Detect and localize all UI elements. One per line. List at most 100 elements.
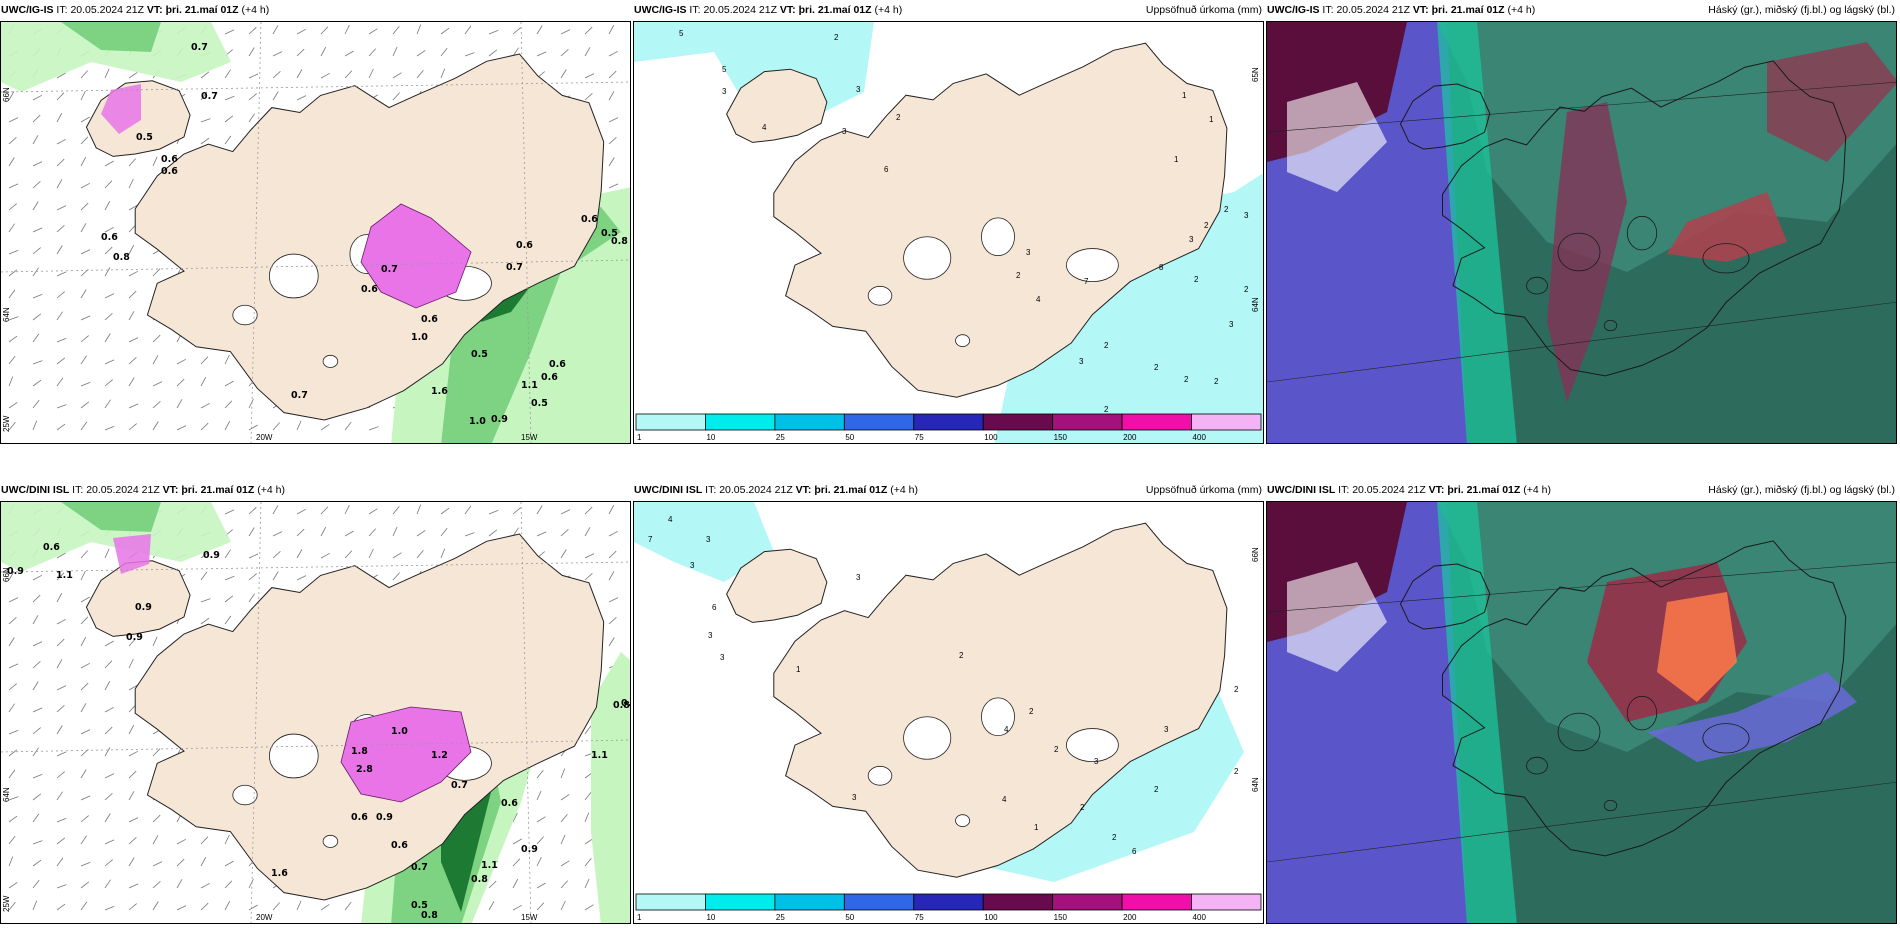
map-area[interactable] [1266,501,1897,924]
wind-barb [32,247,41,255]
panel-header: UWC/DINI ISL IT: 20.05.2024 21Z VT: þri.… [1266,480,1897,501]
value-label: 2 [1234,767,1239,776]
wind-barb [344,901,352,911]
westfjords-outline [726,548,828,623]
map-area[interactable]: 66N 64N 4 7 3 3 3 6 3 3 1 2 2 4 2 3 3 2 2 2 1 4 2 2 6 3 1 10 25 50 75 1… [633,501,1264,924]
wind-barb [128,857,135,867]
wind-barb [392,26,400,35]
wind-barb [8,402,18,409]
wind-barb [272,505,279,515]
glacier-outline [955,334,971,347]
wind-barb [584,812,590,823]
wind-barb [128,377,135,387]
wind-barb [224,834,230,845]
glacier-outline [903,236,952,280]
mid-cloud-band [1437,22,1517,443]
map-area[interactable]: 66N 64N 20W 15W 25W 0.7 0.7 0.5 0.6 0.6 0.6 0.8 0.6 0… [0,21,631,444]
value-label: 0.7 [291,390,308,401]
cloud-layers [1267,502,1896,923]
low-cloud-east [1647,672,1857,762]
value-label: 2 [1194,275,1199,284]
wind-barb [224,380,234,387]
map-area[interactable]: 65N 64N 5 2 5 3 4 3 3 2 1 1 1 2 3 2 3 3 2 4 7 8 2 2 3 2 3 2 2 2 2 6 1 10 2… [633,21,1264,444]
wind-barb [464,532,475,537]
axis-labels: 66N 64N 20W 15W 25W [2,87,538,442]
wind-barb [56,884,67,889]
value-label: 3 [722,87,727,96]
lead-time: (+4 h) [1507,4,1536,16]
wind-barb [200,598,211,603]
vt-label: VT: [1412,4,1429,16]
vt-label: VT: [162,484,179,496]
colorbar-tick-label: 200 [1123,913,1137,922]
wind-barb [248,113,255,123]
wind-barb [344,50,354,57]
panel-field-title: Uppsöfnuð úrkoma (mm) [1145,4,1262,16]
snow-patch-westfjords [113,534,151,574]
wind-barb [176,879,183,889]
latitude-label: 64N [2,787,11,802]
map-area[interactable]: 66N 64N 20W 15W 25W 0.6 0.9 1.1 0.9 0.9 0.9 0.8 1.1 1… [0,501,631,924]
value-label: 1.0 [469,416,486,427]
value-label: 0.6 [421,314,438,325]
value-label: 7 [1084,277,1089,286]
longitude-label: 20W [256,433,273,442]
value-label: 0.9 [135,602,152,613]
wind-barb [56,857,64,867]
wind-barb [128,423,137,431]
glacier-outline [1526,756,1548,775]
wind-barb [200,118,211,123]
corner-longitude-label: 25W [2,895,11,912]
wind-barb [104,180,113,189]
wind-barb [56,638,65,647]
colorbar-swatch [1121,893,1192,911]
value-label: 3 [856,85,861,94]
value-label: 0.6 [541,372,558,383]
wind-barb [608,25,615,35]
wind-barb [56,817,67,823]
wind-barb [32,379,42,387]
value-label: 3 [1229,320,1234,329]
colorbar-tick-label: 200 [1123,433,1137,442]
wind-barb [344,504,350,515]
wind-barb [128,311,135,321]
wind-barb [128,903,137,911]
wind-barb [8,663,19,669]
wind-barb [80,769,87,779]
value-label: 2 [1224,205,1229,214]
value-label: 3 [1164,725,1169,734]
lead-time: (+4 h) [874,4,903,16]
model-name: UWC/DINI ISL [1267,484,1336,496]
wind-barb [320,72,330,79]
wind-barb [104,246,113,255]
wind-barb [536,856,542,867]
panel-field-title: Háský (gr.), miðský (fj.bl.) og lágský (… [1708,4,1895,16]
wind-barb [80,729,91,735]
value-label: 0.6 [101,232,118,243]
value-label: 0.6 [501,798,518,809]
value-label: 0.5 [136,132,153,143]
valid-time: þri. 21.maí 01Z [165,4,239,16]
wind-barb [584,725,592,735]
wind-barb [416,530,426,537]
glacier-outline [1557,232,1601,272]
longitude-label: 15W [521,433,538,442]
glacier-outline [1557,712,1601,752]
value-label: 2 [896,113,901,122]
wind-barb [560,900,566,911]
model-name: UWC/DINI ISL [1,484,70,496]
lead-time: (+4 h) [890,484,918,496]
wind-barb [584,527,591,537]
graticule-line [1267,561,1896,613]
panel-header: UWC/DINI ISL IT: 20.05.2024 21Z VT: þri.… [0,480,631,501]
wind-barb [80,315,91,321]
wind-barb [608,183,619,189]
wind-barb [80,70,88,79]
colorbar-swatch [1121,413,1192,431]
value-label: 0.9 [521,844,538,855]
map-area[interactable] [1266,21,1897,444]
glacier-outline [955,814,971,827]
precip-area-northwest [634,502,774,582]
wind-barb [560,529,569,537]
valid-time: þri. 21.maí 01Z [1431,4,1505,16]
